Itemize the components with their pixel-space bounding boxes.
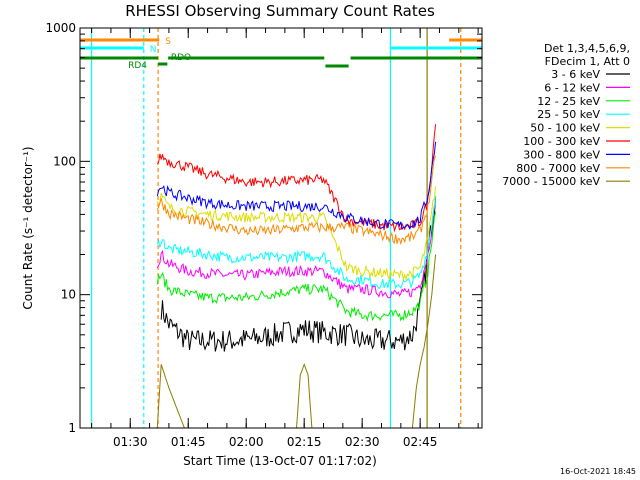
chart-title: RHESSI Observing Summary Count Rates — [125, 2, 435, 20]
legend-label-6: 300 - 800 keV — [523, 148, 600, 161]
x-tick-label: 02:00 — [229, 435, 264, 449]
flag-label-1: N — [150, 45, 157, 55]
legend-header-1: FDecim 1, Att 0 — [545, 55, 630, 68]
legend-label-8: 7000 - 15000 keV — [502, 175, 600, 188]
flag-label-4: RD4 — [128, 61, 147, 71]
legend-label-1: 6 - 12 keV — [544, 81, 600, 94]
flag-label-0: S — [165, 37, 171, 47]
x-axis: 01:30 01:45 02:00 02:15 02:30 02:45 — [91, 28, 479, 449]
legend-label-7: 800 - 7000 keV — [516, 162, 600, 175]
x-tick-label: 02:45 — [403, 435, 438, 449]
y-tick-label: 1000 — [45, 21, 76, 35]
x-tick-label: 02:15 — [287, 435, 322, 449]
legend-label-4: 50 - 100 keV — [530, 122, 600, 135]
flag-label-5: RDO — [171, 53, 191, 63]
y-tick-label: 1 — [68, 421, 76, 435]
y-axis-label: Count Rate (s⁻¹ detector⁻¹) — [21, 146, 35, 309]
legend-label-0: 3 - 6 keV — [551, 68, 600, 81]
timestamp: 16-Oct-2021 18:45 — [560, 467, 636, 476]
legend-label-3: 25 - 50 keV — [537, 108, 600, 121]
plot-frame — [79, 27, 483, 429]
series-line-6 — [156, 141, 437, 231]
y-tick-label: 100 — [53, 154, 76, 168]
series-line-2 — [156, 211, 437, 322]
series-group — [156, 124, 437, 429]
x-tick-label: 01:45 — [171, 435, 206, 449]
x-tick-label: 01:30 — [113, 435, 148, 449]
series-line-1 — [156, 201, 437, 299]
legend-label-5: 100 - 300 keV — [523, 135, 600, 148]
series-line-4 — [156, 186, 437, 282]
x-axis-label: Start Time (13-Oct-07 01:17:02) — [183, 454, 377, 468]
series-line-7 — [156, 155, 437, 246]
legend-header-0: Det 1,3,4,5,6,9, — [544, 42, 630, 55]
legend-label-2: 12 - 25 keV — [537, 95, 600, 108]
x-tick-label: 02:30 — [345, 435, 380, 449]
y-tick-label: 10 — [61, 288, 76, 302]
legend: Det 1,3,4,5,6,9,FDecim 1, Att 03 - 6 keV… — [502, 42, 630, 188]
series-line-0 — [160, 195, 437, 352]
vertical-markers — [90, 28, 462, 428]
y-axis: 1 10 100 1000 — [45, 21, 482, 435]
